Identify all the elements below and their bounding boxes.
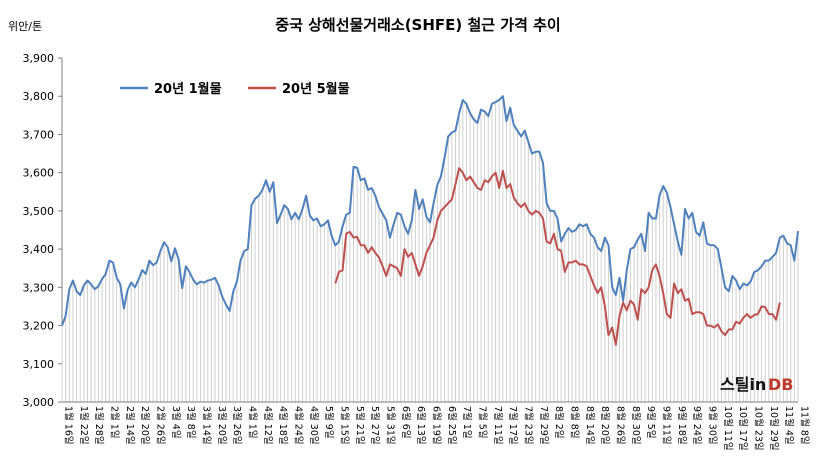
x-tick-label: 6월 13일 [415,406,427,445]
series-layer [61,95,799,346]
y-tick-label: 3,900 [23,52,55,65]
y-tick-label: 3,100 [23,358,55,371]
x-tick-label: 2월 14일 [124,406,136,445]
x-tick-label: 4월 12일 [262,406,274,445]
x-tick-label: 5월 31일 [385,406,397,445]
series-line [334,167,781,346]
x-axis: 1월 16일 1월 22일 1월 28일 2월 1일 2월 14일 2월 20일 2월 26… [62,401,811,451]
x-tick-label: 3월 4일 [170,406,182,439]
x-tick-label: 5월 9일 [323,406,335,439]
y-tick-label: 3,600 [23,167,55,180]
watermark-prefix: 스틸in [720,375,766,394]
x-tick-label: 8월 8일 [569,406,581,439]
x-tick-label: 1월 22일 [78,406,90,445]
x-tick-label: 4월 18일 [277,406,289,445]
series-line [61,95,799,326]
x-tick-label: 1월 28일 [93,406,105,445]
x-tick-label: 8월 2일 [553,406,565,439]
x-tick-label: 5월 15일 [339,406,351,445]
x-tick-label: 3월 8일 [185,406,197,439]
x-tick-label: 1월 16일 [63,406,75,445]
x-tick-label: 9월 11일 [661,406,673,445]
y-axis: 3,000 3,100 3,200 3,300 3,400 3,500 3,600 3,700… [23,52,63,409]
x-tick-label: 11월 4일 [783,406,795,445]
x-tick-label: 10월 29일 [768,406,780,451]
y-tick-label: 3,000 [23,396,55,409]
y-unit-label: 위안/톤 [8,20,42,33]
x-tick-label: 10월 17일 [737,406,749,451]
x-tick-label: 9월 24일 [691,406,703,445]
x-tick-label: 4월 1일 [247,406,259,439]
x-tick-label: 7월 5일 [477,406,489,439]
x-tick-label: 11월 8일 [799,406,811,445]
x-tick-label: 6월 19일 [431,406,443,445]
watermark-suffix: DB [768,375,793,394]
x-tick-label: 7월 11일 [492,406,504,445]
x-tick-label: 8월 20일 [599,406,611,445]
legend-label: 20년 1월물 [154,81,222,97]
chart-title: 중국 상해선물거래소(SHFE) 철근 가격 추이 [275,16,560,34]
x-tick-label: 8월 14일 [584,406,596,445]
x-tick-label: 9월 30일 [707,406,719,445]
x-tick-label: 3월 26일 [231,406,243,445]
plot-area-hatching [61,96,799,402]
x-tick-label: 5월 27일 [369,406,381,445]
x-tick-label: 3월 20일 [216,406,228,445]
x-tick-label: 7월 17일 [507,406,519,445]
x-tick-label: 8월 30일 [630,406,642,445]
y-tick-label: 3,700 [23,128,55,141]
x-tick-label: 3월 14일 [201,406,213,445]
y-tick-label: 3,400 [23,243,55,256]
y-tick-label: 3,800 [23,90,55,103]
x-tick-label: 6월 25일 [446,406,458,445]
y-tick-label: 3,300 [23,281,55,294]
x-tick-label: 5월 21일 [354,406,366,445]
x-tick-label: 10월 11일 [722,406,734,451]
x-tick-label: 8월 26일 [615,406,627,445]
x-tick-label: 4월 30일 [308,406,320,445]
x-tick-label: 9월 5일 [645,406,657,439]
legend-label: 20년 5월물 [282,81,350,97]
x-tick-label: 10월 23일 [753,406,765,451]
x-tick-label: 2월 26일 [155,406,167,445]
x-tick-label: 4월 24일 [293,406,305,445]
x-tick-label: 6월 6일 [400,406,412,439]
x-tick-label: 7월 23일 [523,406,535,445]
x-tick-label: 7월 1일 [461,406,473,439]
x-tick-label: 9월 18일 [676,406,688,445]
watermark-logo: 스틸in DB [720,375,793,394]
x-tick-label: 2월 1일 [109,406,121,439]
x-tick-label: 2월 20일 [139,406,151,445]
y-tick-label: 3,200 [23,320,55,333]
y-tick-label: 3,500 [23,205,55,218]
x-tick-label: 7월 29일 [538,406,550,445]
legend: 20년 1월물 20년 5월물 [120,81,350,97]
